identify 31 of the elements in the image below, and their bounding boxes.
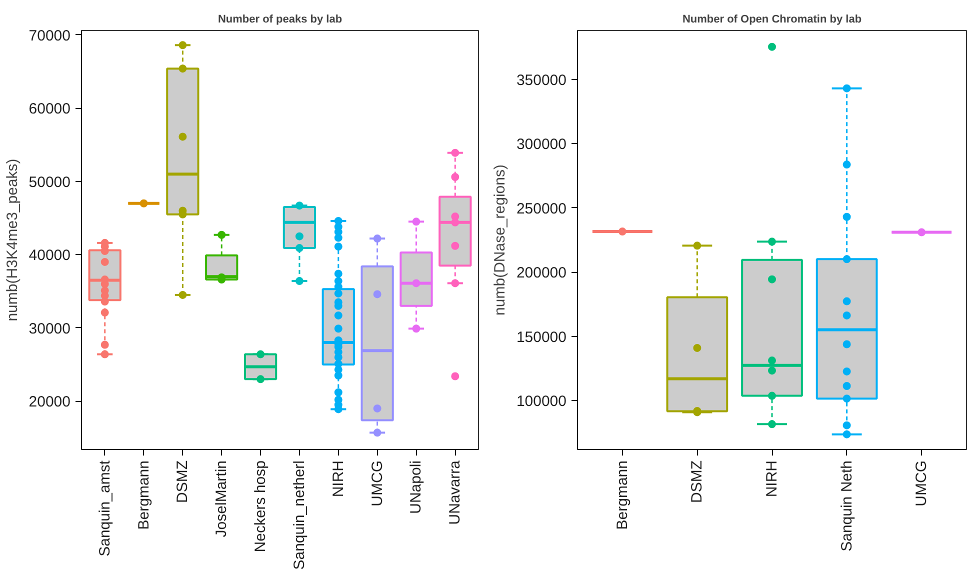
y-tick-label: 150000 (516, 328, 567, 346)
y-tick-label: 70000 (28, 27, 71, 44)
y-tick-label: 100000 (516, 393, 567, 410)
x-tick-label: UMCG (913, 460, 930, 506)
chart-title: Number of peaks by lab (218, 14, 342, 26)
y-tick-label: 200000 (516, 264, 567, 282)
x-tick-label: Bergmann (135, 460, 152, 530)
y-tick-label: 50000 (28, 174, 71, 191)
y-tick-label: 40000 (28, 247, 71, 264)
chart-title: Number of Open Chromatin by lab (682, 14, 862, 26)
x-tick-label: UNapoli (408, 460, 425, 514)
y-tick-label: 350000 (516, 72, 567, 89)
y-tick-label: 20000 (28, 394, 71, 411)
y-axis-title: numb(H3K4me3_peaks) (4, 158, 21, 322)
x-tick-label: UNavarra (446, 460, 464, 525)
x-tick-label: JoselMartin (213, 460, 230, 538)
x-tick-label: Sanquin_netherl (290, 460, 308, 570)
x-tick-label: Sanquin Neth (838, 460, 856, 552)
y-tick-label: 30000 (28, 320, 71, 338)
x-tick-label: NIRH (764, 460, 780, 498)
x-tick-label: UMCG (368, 460, 386, 506)
y-tick-label: 250000 (516, 200, 567, 218)
x-tick-label: DSMZ (174, 460, 192, 503)
x-tick-label: Sanquin_amst (96, 460, 114, 556)
x-tick-label: Bergmann (614, 460, 631, 530)
x-tick-label: NIRH (330, 460, 347, 498)
y-axis-title: numb(DNase_regions) (491, 164, 508, 316)
x-tick-label: DSMZ (688, 460, 706, 503)
y-tick-label: 300000 (516, 136, 567, 154)
y-tick-label: 60000 (28, 100, 71, 118)
x-tick-label: Neckers hosp (252, 460, 270, 552)
